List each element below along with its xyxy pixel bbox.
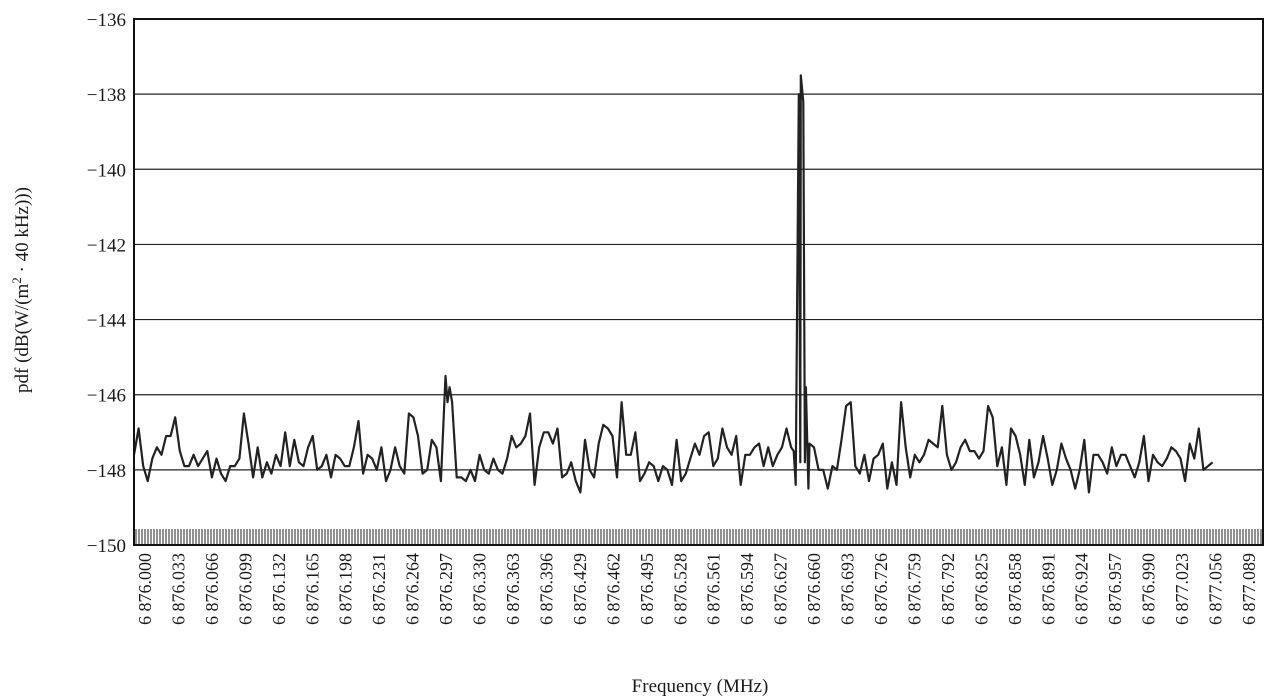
- x-tick-label: 6 876.891: [1038, 553, 1058, 625]
- x-tick-label: 6 876.759: [905, 553, 925, 625]
- x-tick-label: 6 876.825: [971, 553, 991, 625]
- y-axis-label-prefix: pdf (dB(W/(m: [12, 284, 33, 393]
- y-axis-label: pdf (dB(W/(m2 · 40 kHz))): [9, 187, 34, 393]
- y-tick-labels: −136 −138 −140 −142 −144 −146 −148 −150: [87, 10, 127, 557]
- y-tick-label: −142: [87, 235, 126, 256]
- y-tick-label: −148: [87, 461, 126, 482]
- x-tick-label: 6 876.000: [135, 553, 155, 625]
- y-tick-label: −146: [87, 386, 126, 407]
- y-tick-label: −144: [87, 311, 127, 332]
- minor-tick-band: [135, 529, 1262, 545]
- x-tick-label: 6 876.990: [1139, 553, 1159, 625]
- x-tick-label: 6 876.957: [1105, 553, 1125, 625]
- gridlines: [134, 18, 1264, 546]
- x-tick-label: 6 876.594: [737, 553, 757, 625]
- x-tick-label: 6 876.495: [637, 553, 657, 625]
- x-tick-label: 6 876.033: [169, 553, 189, 625]
- y-tick-label: −150: [87, 536, 126, 557]
- x-tick-label: 6 876.264: [403, 553, 423, 625]
- x-tick-label: 6 876.330: [470, 553, 490, 625]
- x-tick-label: 6 876.099: [235, 553, 255, 625]
- x-tick-label: 6 876.528: [670, 553, 690, 625]
- x-tick-label: 6 876.693: [838, 553, 858, 625]
- series-line: [132, 74, 1214, 494]
- x-tick-label: 6 876.792: [938, 553, 958, 625]
- y-tick-label: −140: [87, 160, 126, 181]
- x-tick-label: 6 876.660: [804, 553, 824, 625]
- x-tick-label: 6 877.089: [1239, 553, 1259, 625]
- y-axis-label-sup: 2: [9, 277, 24, 284]
- x-tick-label: 6 876.726: [871, 553, 891, 625]
- x-tick-label: 6 876.363: [503, 553, 523, 625]
- x-tick-label: 6 877.056: [1206, 553, 1226, 625]
- x-tick-label: 6 876.858: [1005, 553, 1025, 625]
- y-tick-label: −138: [87, 85, 126, 106]
- x-axis-label: Frequency (MHz): [632, 676, 769, 697]
- x-tick-label: 6 876.132: [269, 553, 289, 625]
- x-tick-labels: 6 876.000 6 876.033 6 876.066 6 876.099 6 87…: [135, 553, 1259, 625]
- x-tick-label: 6 876.429: [570, 553, 590, 625]
- plot-area-frame: [133, 18, 1264, 546]
- x-tick-label: 6 876.462: [603, 553, 623, 625]
- y-tick-label: −136: [87, 10, 126, 31]
- x-tick-label: 6 876.198: [336, 553, 356, 625]
- x-tick-label: 6 876.396: [537, 553, 557, 625]
- y-axis-label-suffix: · 40 kHz))): [12, 187, 33, 277]
- tick-marks: [135, 529, 1262, 545]
- x-tick-label: 6 876.231: [369, 553, 389, 625]
- x-tick-label: 6 876.165: [302, 553, 322, 625]
- x-tick-label: 6 876.297: [436, 553, 456, 625]
- x-tick-label: 6 877.023: [1172, 553, 1192, 625]
- x-tick-label: 6 876.561: [704, 553, 724, 625]
- x-tick-label: 6 876.924: [1072, 553, 1092, 625]
- x-tick-label: 6 876.066: [202, 553, 222, 625]
- x-tick-label: 6 876.627: [771, 553, 791, 625]
